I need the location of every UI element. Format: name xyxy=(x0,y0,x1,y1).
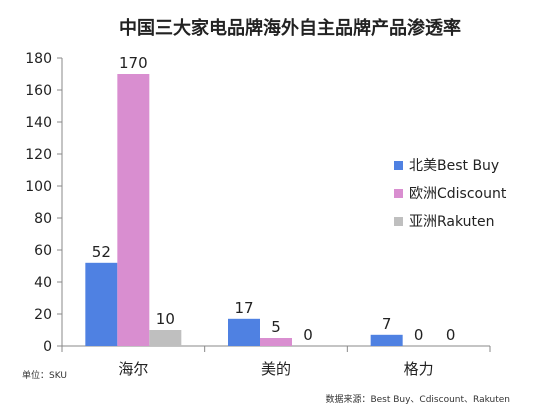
legend: 北美Best Buy 欧洲Cdiscount 亚洲Rakuten xyxy=(394,158,507,230)
source-note: 数据来源：Best Buy、Cdiscount、Rakuten xyxy=(325,393,510,405)
bar xyxy=(149,330,182,346)
bar xyxy=(85,262,118,346)
legend-swatch xyxy=(394,161,403,170)
data-label: 17 xyxy=(234,299,253,317)
y-tick-label: 20 xyxy=(34,307,52,323)
x-tick-label: 美的 xyxy=(261,360,291,378)
y-tick-label: 120 xyxy=(25,147,52,163)
legend-swatch xyxy=(394,189,403,198)
data-label: 7 xyxy=(382,315,392,333)
legend-label: 欧洲Cdiscount xyxy=(409,186,507,202)
data-label: 5 xyxy=(271,318,281,336)
data-label: 170 xyxy=(119,54,148,72)
chart-title: 中国三大家电品牌海外自主品牌产品渗透率 xyxy=(119,17,461,39)
data-label: 10 xyxy=(156,310,175,328)
x-tick-label: 格力 xyxy=(404,360,434,378)
data-label: 52 xyxy=(92,243,111,261)
legend-swatch xyxy=(394,217,403,226)
x-tick-label: 海尔 xyxy=(118,360,148,378)
legend-label: 亚洲Rakuten xyxy=(409,214,495,230)
y-tick-label: 40 xyxy=(34,275,52,291)
bar xyxy=(117,74,150,346)
unit-note: 单位：SKU xyxy=(22,369,67,381)
y-tick-label: 180 xyxy=(25,51,52,67)
bar xyxy=(228,318,260,346)
y-tick-label: 100 xyxy=(25,179,52,195)
data-labels-group: 52 170 10 17 5 0 7 0 0 xyxy=(92,54,456,344)
bar xyxy=(260,338,292,346)
bar xyxy=(370,334,403,346)
legend-label: 北美Best Buy xyxy=(409,158,499,174)
bars-group xyxy=(85,74,403,346)
y-tick-label: 140 xyxy=(25,115,52,131)
data-label: 0 xyxy=(414,326,424,344)
data-label: 0 xyxy=(303,326,313,344)
y-tick-label: 160 xyxy=(25,83,52,99)
y-tick-label: 80 xyxy=(34,211,52,227)
y-tick-label: 0 xyxy=(43,339,52,355)
y-tick-label: 60 xyxy=(34,243,52,259)
data-label: 0 xyxy=(446,326,456,344)
